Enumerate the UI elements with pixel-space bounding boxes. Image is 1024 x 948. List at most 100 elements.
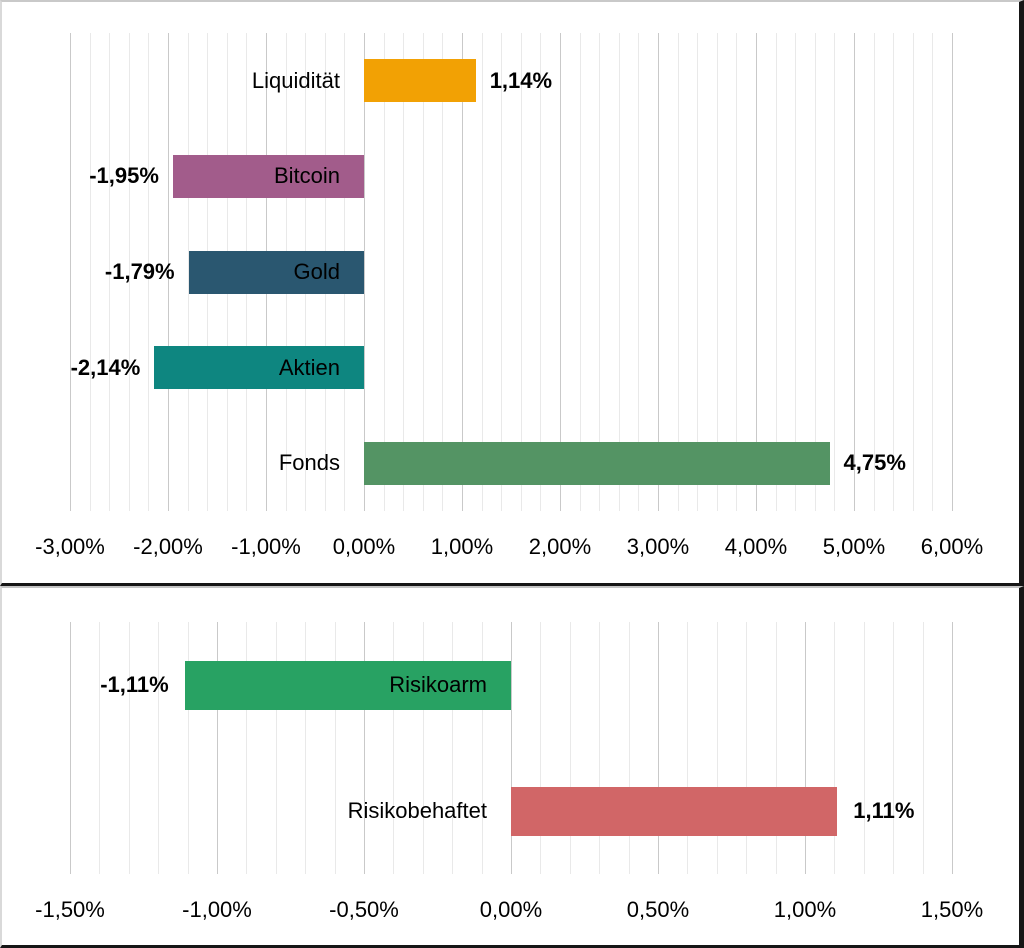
minor-gridline bbox=[128, 33, 130, 511]
axis-tick-label: -2,00% bbox=[133, 534, 203, 559]
major-gridline bbox=[462, 33, 463, 511]
minor-gridline bbox=[128, 622, 130, 874]
category-label: Risikobehaftet bbox=[347, 798, 487, 823]
major-gridline bbox=[364, 622, 365, 874]
axis-tick-label: -1,00% bbox=[182, 897, 252, 922]
bar-gold bbox=[188, 250, 364, 294]
minor-gridline bbox=[834, 33, 836, 511]
minor-gridline bbox=[736, 33, 738, 511]
minor-gridline bbox=[403, 33, 405, 511]
axis-tick-label: 2,00% bbox=[528, 534, 592, 559]
minor-gridline bbox=[452, 622, 454, 874]
axis-tick-label: -0,50% bbox=[329, 897, 399, 922]
minor-gridline bbox=[893, 33, 895, 511]
minor-gridline bbox=[716, 33, 718, 511]
major-gridline bbox=[952, 622, 953, 874]
minor-gridline bbox=[677, 33, 679, 511]
bar-bitcoin bbox=[172, 154, 364, 198]
minor-gridline bbox=[932, 33, 934, 511]
value-label: 1,14% bbox=[489, 67, 553, 93]
minor-gridline bbox=[716, 622, 718, 874]
axis-tick-label: 3,00% bbox=[626, 534, 690, 559]
minor-gridline bbox=[687, 622, 689, 874]
axis-tick-label: 4,00% bbox=[724, 534, 788, 559]
minor-gridline bbox=[89, 33, 91, 511]
major-gridline bbox=[70, 622, 71, 874]
minor-gridline bbox=[599, 622, 601, 874]
risk-returns-bar-chart: Risikoarm -1,11% Risikobehaftet 1,11% -1,50%… bbox=[0, 586, 1024, 948]
minor-gridline bbox=[481, 33, 483, 511]
value-label: -1,11% bbox=[100, 672, 169, 697]
major-gridline bbox=[658, 622, 659, 874]
minor-gridline bbox=[393, 622, 395, 874]
value-label: -2,14% bbox=[70, 354, 141, 380]
major-gridline bbox=[658, 33, 659, 511]
minor-gridline bbox=[814, 33, 816, 511]
minor-gridline bbox=[628, 622, 630, 874]
minor-gridline bbox=[540, 622, 542, 874]
minor-gridline bbox=[422, 622, 424, 874]
minor-gridline bbox=[579, 33, 581, 511]
category-label: Fonds bbox=[278, 450, 340, 476]
minor-gridline bbox=[922, 622, 924, 874]
minor-gridline bbox=[246, 622, 248, 874]
minor-gridline bbox=[599, 33, 601, 511]
value-label: -1,95% bbox=[89, 163, 159, 189]
major-gridline bbox=[70, 33, 71, 511]
axis-tick-label: 6,00% bbox=[920, 534, 984, 559]
minor-gridline bbox=[569, 622, 571, 874]
major-gridline bbox=[217, 622, 218, 874]
bar-fonds bbox=[364, 441, 830, 485]
value-label: 1,11% bbox=[853, 798, 915, 823]
minor-gridline bbox=[775, 622, 777, 874]
minor-gridline bbox=[148, 33, 150, 511]
axis-tick-label: 0,00% bbox=[479, 897, 543, 922]
minor-gridline bbox=[540, 33, 542, 511]
minor-gridline bbox=[305, 622, 307, 874]
axis-tick-label: -1,00% bbox=[231, 534, 301, 559]
axis-tick-label: 0,00% bbox=[332, 534, 396, 559]
major-gridline bbox=[560, 33, 561, 511]
value-label: 4,75% bbox=[843, 450, 906, 476]
bar-risikobehaftet bbox=[511, 786, 838, 836]
minor-gridline bbox=[109, 33, 111, 511]
minor-gridline bbox=[912, 33, 914, 511]
minor-gridline bbox=[618, 33, 620, 511]
major-gridline bbox=[511, 622, 512, 874]
minor-gridline bbox=[746, 622, 748, 874]
minor-gridline bbox=[481, 622, 483, 874]
minor-gridline bbox=[520, 33, 522, 511]
axis-tick-label: 1,50% bbox=[920, 897, 984, 922]
major-gridline bbox=[952, 33, 953, 511]
major-gridline bbox=[168, 33, 169, 511]
major-gridline bbox=[854, 33, 855, 511]
axis-tick-label: 1,00% bbox=[773, 897, 837, 922]
minor-gridline bbox=[834, 622, 836, 874]
category-label: Bitcoin bbox=[273, 163, 340, 189]
minor-gridline bbox=[501, 33, 503, 511]
axis-tick-label: -3,00% bbox=[35, 534, 105, 559]
asset-returns-bar-chart: Liquidität 1,14% Bitcoin -1,95% Gold -1,79% Ak… bbox=[0, 0, 1024, 586]
minor-gridline bbox=[158, 622, 160, 874]
minor-gridline bbox=[873, 33, 875, 511]
minor-gridline bbox=[638, 33, 640, 511]
axis-tick-label: -1,50% bbox=[35, 897, 105, 922]
minor-gridline bbox=[334, 622, 336, 874]
category-label: Risikoarm bbox=[389, 672, 487, 697]
bar-aktien bbox=[154, 346, 364, 390]
minor-gridline bbox=[99, 622, 101, 874]
minor-gridline bbox=[275, 622, 277, 874]
bar-liquidität bbox=[364, 59, 476, 103]
bar-risikoarm bbox=[184, 660, 511, 710]
category-label: Liquidität bbox=[251, 67, 340, 93]
category-label: Aktien bbox=[278, 354, 340, 380]
major-gridline bbox=[364, 33, 365, 511]
minor-gridline bbox=[187, 622, 189, 874]
minor-gridline bbox=[795, 33, 797, 511]
minor-gridline bbox=[697, 33, 699, 511]
minor-gridline bbox=[893, 622, 895, 874]
axis-tick-label: 5,00% bbox=[822, 534, 886, 559]
minor-gridline bbox=[383, 33, 385, 511]
axis-tick-label: 0,50% bbox=[626, 897, 690, 922]
category-label: Gold bbox=[293, 259, 340, 284]
